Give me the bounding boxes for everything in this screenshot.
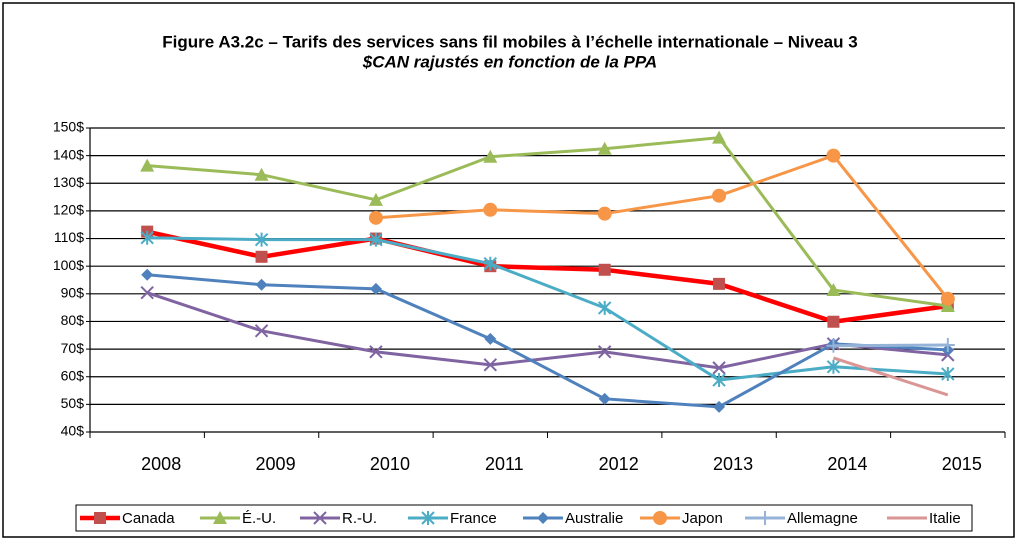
- x-tick-label: 2008: [141, 454, 181, 474]
- y-tick-label: 120$: [53, 202, 84, 218]
- point: [597, 300, 612, 315]
- point: [368, 210, 383, 225]
- y-tick-label: 130$: [53, 174, 84, 190]
- legend-label: France: [450, 510, 497, 527]
- point: [712, 361, 726, 375]
- point: [597, 345, 612, 359]
- legend-marker: [537, 512, 549, 524]
- x-tick-label: 2013: [713, 454, 753, 474]
- point: [713, 400, 726, 413]
- x-tick-label: 2009: [256, 454, 296, 474]
- y-tick-label: 110$: [54, 229, 84, 245]
- legend-label: Japon: [682, 510, 723, 527]
- point: [713, 277, 726, 290]
- point: [140, 286, 154, 300]
- point: [597, 206, 612, 221]
- y-tick-label: 90$: [61, 285, 85, 301]
- point: [369, 282, 382, 295]
- y-tick-label: 140$: [53, 146, 84, 162]
- point: [597, 141, 612, 155]
- x-tick-label: 2014: [827, 454, 867, 474]
- legend-label: Australie: [565, 510, 623, 527]
- point: [712, 373, 726, 388]
- series-line: [833, 343, 948, 348]
- y-tick-label: 40$: [61, 423, 85, 439]
- point: [826, 359, 841, 374]
- point: [140, 158, 155, 172]
- point: [369, 232, 383, 247]
- point: [483, 256, 498, 271]
- legend-label: É.-U.: [242, 510, 276, 527]
- legend-marker: [653, 511, 667, 525]
- point: [598, 392, 611, 405]
- chart-subtitle: $CAN rajustés en fonction de la PPA: [362, 52, 657, 71]
- legend-marker: [758, 511, 772, 525]
- point: [254, 324, 269, 338]
- x-tick-label: 2015: [942, 454, 982, 474]
- chart-title: Figure A3.2c – Tarifs des services sans …: [162, 32, 857, 51]
- point: [940, 337, 955, 352]
- point: [940, 291, 955, 306]
- y-tick-label: 100$: [53, 257, 84, 273]
- y-tick-label: 150$: [53, 119, 84, 135]
- legend-label: Allemagne: [787, 510, 858, 527]
- legend-label: Canada: [122, 510, 175, 527]
- point: [254, 232, 269, 247]
- point: [483, 358, 498, 372]
- legend-marker: [94, 512, 106, 524]
- point: [827, 315, 840, 328]
- point: [826, 338, 841, 353]
- series-line: [832, 356, 949, 397]
- x-tick-label: 2012: [599, 454, 639, 474]
- y-tick-label: 80$: [61, 312, 85, 328]
- point: [598, 263, 611, 276]
- x-tick-label: 2010: [370, 454, 410, 474]
- series-line: [147, 236, 948, 382]
- series-line: [147, 136, 949, 308]
- series-line: [375, 153, 949, 300]
- point: [369, 345, 383, 359]
- point: [141, 268, 154, 281]
- legend-label: Italie: [929, 510, 961, 527]
- series-line: [146, 229, 949, 325]
- y-tick-label: 70$: [61, 340, 85, 356]
- legend-marker: [213, 511, 227, 524]
- point: [255, 278, 268, 291]
- legend-label: R.-U.: [342, 510, 377, 527]
- point: [826, 148, 841, 163]
- point: [826, 282, 841, 296]
- x-tick-label: 2011: [485, 454, 524, 474]
- series-line: [146, 291, 948, 370]
- point: [712, 188, 727, 203]
- point: [255, 250, 268, 263]
- point: [712, 130, 727, 144]
- y-tick-label: 60$: [61, 367, 85, 383]
- point: [484, 332, 497, 345]
- y-tick-label: 50$: [61, 395, 85, 411]
- series-line: [147, 273, 948, 409]
- point: [368, 192, 383, 206]
- legend-marker: [421, 511, 435, 525]
- point: [140, 230, 154, 245]
- point: [483, 202, 498, 217]
- point: [941, 366, 955, 381]
- legend-marker: [313, 511, 327, 525]
- point: [254, 167, 269, 181]
- point: [483, 149, 498, 163]
